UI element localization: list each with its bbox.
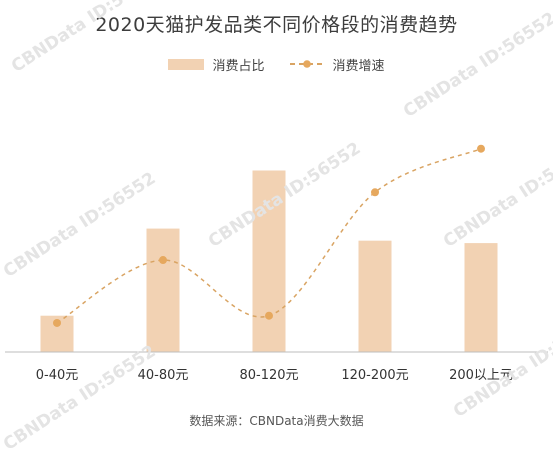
bar-share	[146, 228, 180, 352]
growth-point	[265, 311, 273, 320]
growth-point	[159, 256, 167, 265]
growth-point	[371, 188, 379, 197]
bar-share	[464, 243, 498, 352]
bar-share	[252, 170, 286, 352]
x-tick-label: 80-120元	[239, 368, 298, 383]
legend-item-growth: 消费增速	[289, 55, 385, 74]
legend-label-share: 消费占比	[212, 58, 265, 74]
x-tick-label: 40-80元	[138, 368, 189, 383]
legend-item-share: 消费占比	[168, 55, 265, 74]
legend-line-swatch	[289, 60, 324, 68]
chart-plot: 0-40元 40-80元 80-120元 120-200元 200以上元	[5, 144, 548, 383]
growth-point	[477, 144, 485, 153]
data-source: 数据来源：CBNData消费大数据	[189, 414, 364, 428]
x-tick-label: 120-200元	[341, 368, 408, 383]
x-tick-label: 0-40元	[36, 368, 79, 383]
x-tick-label: 200以上元	[449, 368, 513, 383]
legend-bar-swatch	[168, 58, 205, 70]
growth-point	[53, 318, 61, 327]
chart-legend: 消费占比 消费增速	[0, 55, 553, 74]
chart-title: 2020天猫护发品类不同价格段的消费趋势	[95, 14, 458, 36]
bar-share	[358, 240, 392, 352]
legend-label-growth: 消费增速	[332, 58, 385, 74]
